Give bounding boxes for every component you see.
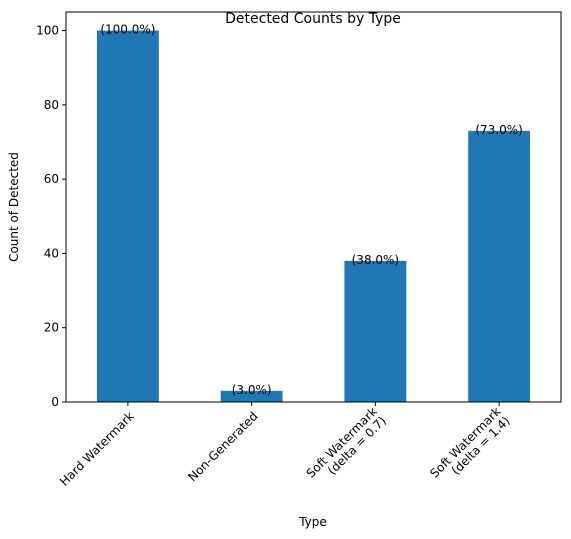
bar-value-label: (100.0%) (100, 23, 155, 37)
y-axis: 0 20 40 60 80 100 (36, 24, 66, 409)
y-axis-label: Count of Detected (7, 152, 21, 262)
x-axis-label: Type (298, 515, 327, 529)
bars: (100.0%) (3.0%) (38.0%) (73.0%) (96, 23, 531, 402)
y-tick-label: 100 (36, 24, 59, 38)
x-tick-label-line: Hard Watermark (57, 409, 137, 489)
y-tick-label: 60 (44, 172, 59, 186)
bar (344, 260, 407, 402)
bar (220, 390, 283, 402)
y-tick-label: 20 (44, 321, 59, 335)
bar-value-label: (3.0%) (232, 383, 272, 397)
bar (96, 30, 159, 402)
y-tick-label: 40 (44, 246, 59, 260)
bar-value-label: (38.0%) (352, 253, 399, 267)
y-tick-label: 80 (44, 98, 59, 112)
x-tick-label-line: Non-Generated (185, 409, 260, 484)
bar-value-label: (73.0%) (475, 123, 522, 137)
chart-title: Detected Counts by Type (225, 11, 401, 27)
x-tick-label: Soft Watermark(delta = 1.4) (427, 404, 512, 489)
x-tick-label: Soft Watermark(delta = 0.7) (304, 404, 389, 489)
x-tick-label: Non-Generated (185, 409, 260, 484)
x-tick-label: Hard Watermark (57, 409, 137, 489)
plot-frame (65, 11, 562, 403)
bar (468, 130, 531, 402)
y-tick-label: 0 (51, 395, 59, 409)
x-axis: Hard Watermark Non-Generated Soft Watermar… (57, 402, 513, 489)
